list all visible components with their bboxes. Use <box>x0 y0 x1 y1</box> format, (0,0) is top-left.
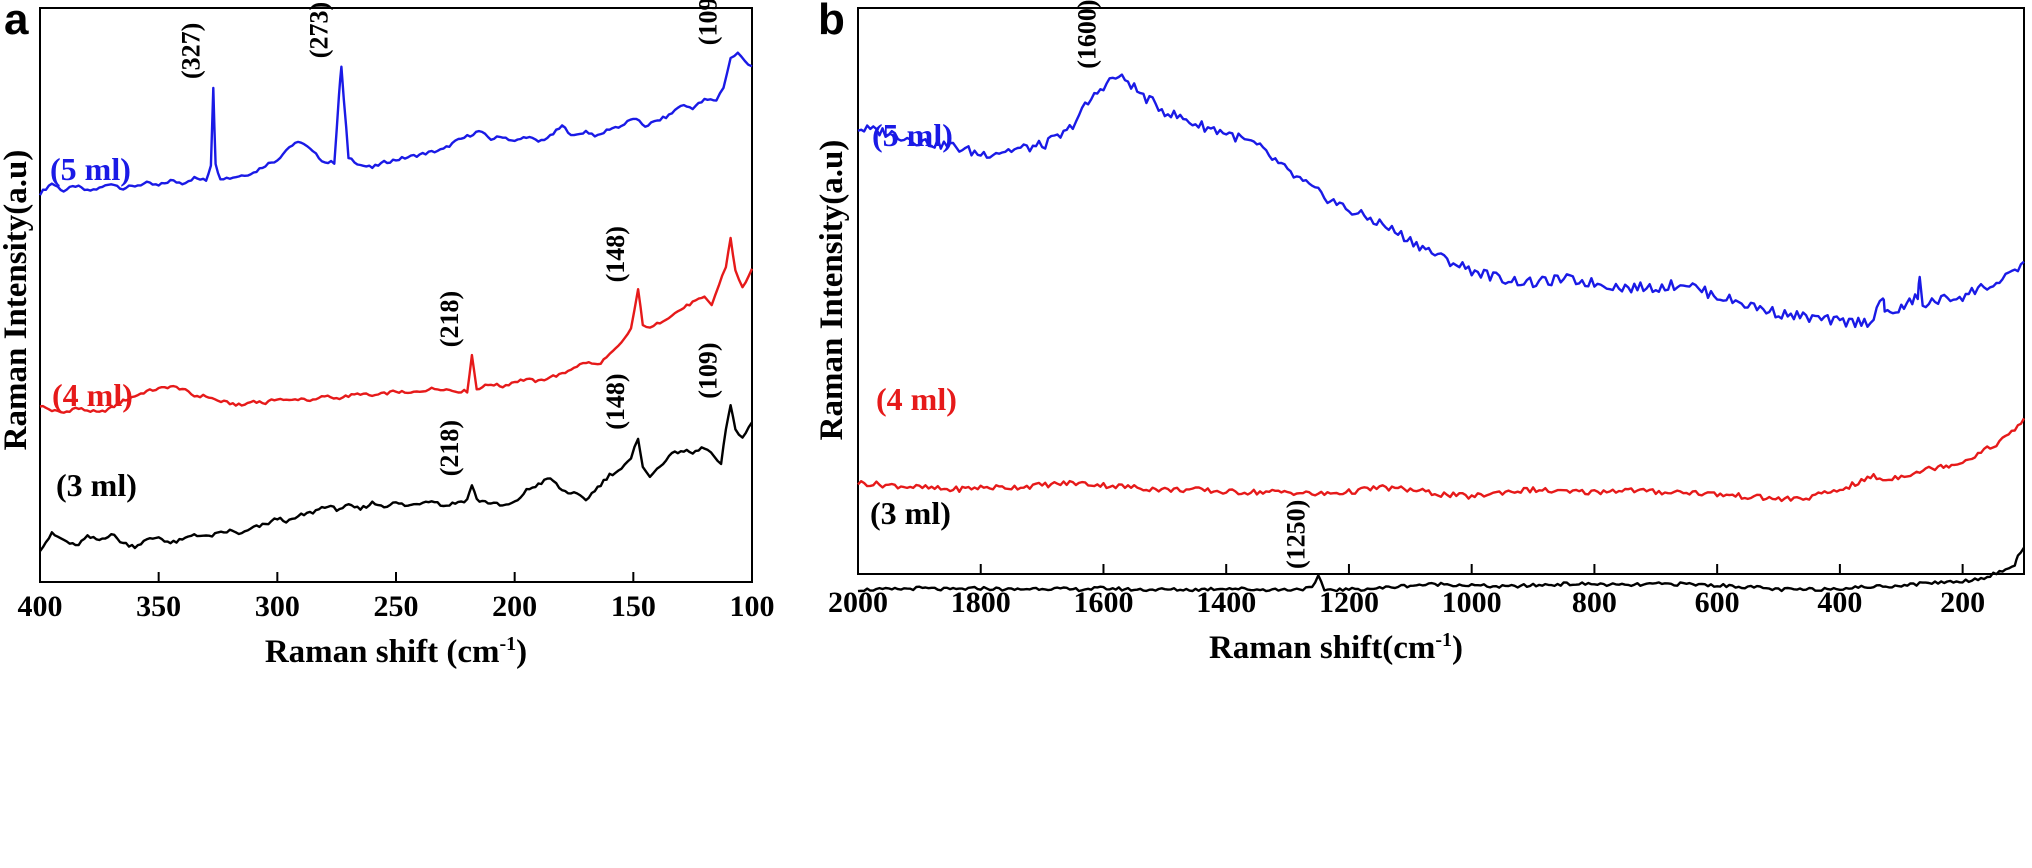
series-line-2 <box>39 404 753 552</box>
series-line-0 <box>38 51 753 196</box>
peak-annotation: (148) <box>601 226 630 282</box>
peak-annotation: (273) <box>304 2 333 58</box>
peak-annotation: (218) <box>435 420 464 476</box>
panel-a-x-axis-title: Raman shift (cm-1) <box>265 633 527 670</box>
x-tick-label: 400 <box>1817 586 1862 619</box>
x-tick-label: 100 <box>730 590 775 623</box>
series-line-1 <box>857 417 2026 503</box>
x-tick-label: 250 <box>374 590 419 623</box>
series-label-1: (4 ml) <box>52 377 133 413</box>
x-tick-label: 400 <box>18 590 63 623</box>
x-tick-label: 1200 <box>1319 586 1379 619</box>
x-tick-label: 200 <box>1940 586 1985 619</box>
peak-annotation: (109) <box>694 342 723 398</box>
series-label-0: (5 ml) <box>872 117 953 153</box>
panel-a-y-axis-title: Raman Intensity(a.u) <box>0 150 34 451</box>
panel-b-y-axis-title: Raman Intensity(a.u) <box>814 140 850 441</box>
panel-a-chart: a 400 350 300 250 200 150 100 (5 ml) (4 ml) (3 m… <box>0 0 775 670</box>
panel-b-x-axis-title: Raman shift(cm-1) <box>1209 629 1463 666</box>
panel-b-letter: b <box>818 0 845 44</box>
panel-a-plot-frame <box>39 7 753 583</box>
peak-annotation: (327) <box>176 23 205 79</box>
x-tick-label: 200 <box>492 590 537 623</box>
series-line-1 <box>39 236 754 414</box>
x-tick-label: 350 <box>136 590 181 623</box>
peak-annotation: (218) <box>435 291 464 347</box>
x-tick-label: 600 <box>1695 586 1740 619</box>
x-tick-label: 2000 <box>828 586 888 619</box>
panel-b-series-lines: (5 ml) (4 ml) (3 ml) <box>857 73 2026 593</box>
series-label-1: (4 ml) <box>876 381 957 417</box>
panel-b-x-ticks: 2000 1800 1600 1400 1200 1000 800 600 400 200 <box>828 564 1985 619</box>
series-line-2 <box>857 546 2026 593</box>
series-label-2: (3 ml) <box>56 467 137 503</box>
series-label-2: (3 ml) <box>870 495 951 531</box>
peak-annotation: (148) <box>601 373 630 429</box>
peak-annotation: (109) <box>694 0 723 45</box>
x-tick-label: 1000 <box>1442 586 1502 619</box>
x-tick-label: 1400 <box>1196 586 1256 619</box>
panel-a-series-lines: (5 ml) (4 ml) (3 ml) <box>38 51 754 552</box>
peak-annotation: (1600) <box>1073 0 1102 69</box>
series-label-0: (5 ml) <box>50 151 131 187</box>
x-tick-label: 300 <box>255 590 300 623</box>
x-tick-label: 150 <box>611 590 656 623</box>
series-line-0 <box>857 73 2025 329</box>
panel-a-annotations: (327) (273) (109) (148) (218) (109) (148) (218) <box>176 0 722 476</box>
peak-annotation: (1250) <box>1281 500 1310 569</box>
x-tick-label: 800 <box>1572 586 1617 619</box>
panel-a-letter: a <box>4 0 29 44</box>
panel-a-x-ticks: 400 350 300 250 200 150 100 <box>18 572 775 623</box>
panel-b-plot-frame <box>857 7 2025 575</box>
panel-b-annotations: (1600) (1250) <box>1073 0 1311 569</box>
panel-b-chart: b 2000 1800 1600 1400 1200 1000 800 600 400 200 (… <box>814 0 2026 666</box>
x-tick-label: 1600 <box>1073 586 1133 619</box>
x-tick-label: 1800 <box>951 586 1011 619</box>
